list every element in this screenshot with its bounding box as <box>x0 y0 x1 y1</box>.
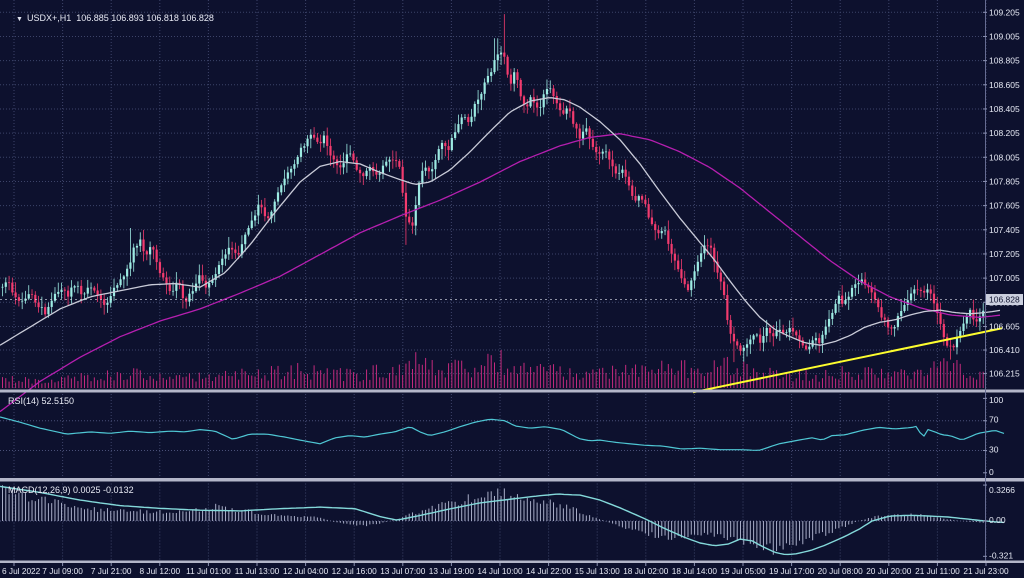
rsi-line <box>0 416 1005 451</box>
macd-axis-label: 0.3266 <box>989 485 1015 495</box>
price-axis-label: 107.805 <box>989 176 1020 186</box>
price-axis-label: 107.405 <box>989 225 1020 235</box>
panel-separators[interactable] <box>0 389 1024 564</box>
price-axis-label: 107.005 <box>989 273 1020 283</box>
volume-layer <box>2 350 984 388</box>
time-axis-label: 7 Jul 21:00 <box>91 566 132 576</box>
time-axis-label: 18 Jul 14:00 <box>672 566 718 576</box>
time-axis-label: 19 Jul 05:00 <box>720 566 766 576</box>
time-axis-label: 12 Jul 16:00 <box>332 566 378 576</box>
rsi-axis-label: 30 <box>989 444 999 454</box>
time-axis-label: 12 Jul 04:00 <box>283 566 329 576</box>
time-axis-label: 13 Jul 07:00 <box>380 566 426 576</box>
time-axis-label: 13 Jul 19:00 <box>429 566 475 576</box>
rsi-axis-label: 100 <box>989 395 1003 405</box>
time-axis-label: 14 Jul 10:00 <box>477 566 523 576</box>
price-axis-label: 106.605 <box>989 321 1020 331</box>
symbol-header: ▼ USDX+,H1 106.885 106.893 106.818 106.82… <box>6 3 214 35</box>
rsi-panel[interactable] <box>0 420 986 451</box>
price-axis-label: 106.410 <box>989 345 1020 355</box>
price-axis-label: 108.605 <box>989 80 1020 90</box>
rsi-indicator-label: RSI(14) 52.5150 <box>8 396 75 406</box>
price-axis-label: 108.805 <box>989 56 1020 66</box>
price-axis-label: 109.205 <box>989 7 1020 17</box>
time-axis-label: 11 Jul 01:00 <box>186 566 231 576</box>
grid-layer <box>0 0 987 560</box>
time-axis-label: 7 Jul 09:00 <box>42 566 83 576</box>
symbol-dropdown-icon[interactable]: ▼ <box>16 16 23 23</box>
ma-slow-line <box>0 133 1001 413</box>
candles-layer[interactable] <box>1 14 985 363</box>
price-axis-label: 109.005 <box>989 31 1020 41</box>
rsi-axis-label: 0 <box>989 467 994 477</box>
trendline[interactable] <box>692 327 1003 394</box>
price-axis-label: 108.405 <box>989 104 1020 114</box>
price-axis-label: 106.215 <box>989 369 1020 379</box>
time-axis-label: 20 Jul 08:00 <box>818 566 864 576</box>
time-axis[interactable]: 6 Jul 2022 7 Jul 09:00 7 Jul 21:00 8 Jul 12… <box>2 563 1009 576</box>
current-price-marker: 106.828 <box>986 294 1023 306</box>
macd-histogram <box>2 485 984 555</box>
time-axis-label: 14 Jul 22:00 <box>526 566 572 576</box>
time-axis-label: 15 Jul 13:00 <box>575 566 621 576</box>
macd-indicator-label: MACD(12,26,9) 0.0025 -0.0132 <box>8 485 134 495</box>
ma-fast-line <box>0 97 1001 346</box>
rsi-axis-label: 70 <box>989 415 999 425</box>
time-axis-label: 20 Jul 20:00 <box>866 566 912 576</box>
time-axis-label: 11 Jul 13:00 <box>235 566 280 576</box>
time-axis-label: 8 Jul 12:00 <box>140 566 181 576</box>
price-axis-label: 107.205 <box>989 249 1020 259</box>
time-axis-label: 21 Jul 23:00 <box>963 566 1009 576</box>
symbol-name: USDX+,H1 <box>26 13 72 23</box>
macd-line <box>0 485 1005 556</box>
ohlc-readout: 106.885 106.893 106.818 106.828 <box>76 13 214 23</box>
macd-axis-label: -0.321 <box>989 550 1013 560</box>
macd-axis-label: 0.00 <box>989 515 1006 525</box>
indicator-axis: 100 70 30 0 0.3266 0.00 -0.321 <box>983 395 1015 560</box>
price-axis-label: 107.605 <box>989 201 1020 211</box>
time-axis-label: 21 Jul 11:00 <box>915 566 960 576</box>
price-axis-label: 108.205 <box>989 128 1020 138</box>
time-axis-label: 18 Jul 02:00 <box>623 566 669 576</box>
current-price-label: 106.828 <box>989 295 1020 305</box>
time-axis-label: 6 Jul 2022 <box>2 566 41 576</box>
time-axis-label: 19 Jul 17:00 <box>769 566 815 576</box>
price-axis-label: 108.005 <box>989 152 1020 162</box>
price-axis: 109.205 109.005 108.805 108.605 108.405 108.2… <box>983 7 1020 379</box>
